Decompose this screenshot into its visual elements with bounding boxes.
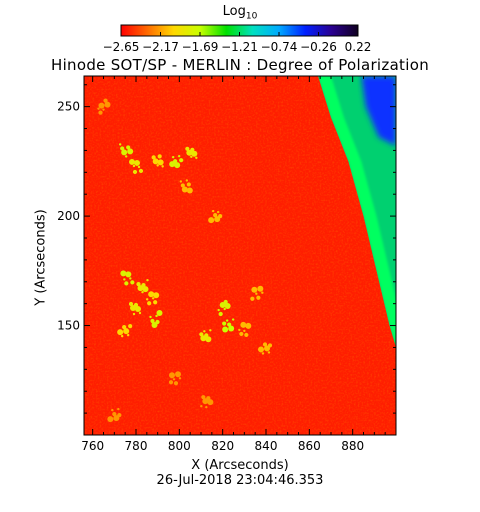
colorbar-label: Log10: [222, 4, 258, 22]
y-tick-label: 150: [57, 319, 80, 333]
x-tick-label: 800: [168, 439, 191, 453]
polarization-feature: [200, 395, 214, 409]
upper-corner-region: [361, 76, 396, 147]
colorbar-tick-label: −2.17: [142, 40, 179, 54]
polarization-feature: [149, 309, 163, 328]
x-tick-label: 820: [211, 439, 234, 453]
colorbar-tick-label: −1.69: [182, 40, 219, 54]
polarization-feature: [107, 407, 122, 423]
chart-title: Hinode SOT/SP - MERLIN : Degree of Polar…: [50, 56, 429, 74]
colorbar-tick-label: −0.26: [300, 40, 337, 54]
polarization-feature: [217, 299, 231, 317]
y-axis-label: Y (Arcseconds): [33, 209, 49, 306]
polarization-feature: [118, 143, 134, 158]
y-tick-label: 200: [57, 209, 80, 223]
polarization-feature: [208, 209, 223, 224]
polarization-feature: [117, 324, 133, 338]
polarization-feature: [179, 179, 193, 194]
polarization-feature: [120, 270, 135, 286]
colorbar-tick-label: −0.74: [261, 40, 298, 54]
polarization-feature: [258, 342, 273, 355]
polarization-feature: [250, 285, 264, 301]
polarization-feature: [136, 278, 149, 294]
x-axis-label: X (Arcseconds): [191, 458, 289, 473]
polarization-feature: [185, 146, 198, 160]
polarization-feature: [128, 301, 142, 316]
colorbar-tick-label: 0.22: [345, 40, 372, 54]
x-tick-label: 880: [341, 439, 364, 453]
polarization-feature: [129, 158, 144, 175]
polarization-feature: [222, 318, 235, 333]
observation-date: 26-Jul-2018 23:04:46.353: [156, 473, 324, 488]
colorbar: −2.65 −2.17 −1.69 −1.21 −0.74 −0.26 0.22: [103, 24, 372, 54]
x-tick-label: 860: [298, 439, 321, 453]
polarization-feature: [151, 154, 164, 168]
polarization-feature: [145, 291, 160, 306]
x-tick-label: 780: [125, 439, 148, 453]
x-tick-label: 840: [255, 439, 278, 453]
polarization-feature: [168, 371, 182, 386]
polarization-feature: [199, 329, 212, 343]
plot-frame: [83, 75, 397, 436]
polarization-features: [97, 98, 273, 423]
polarization-feature: [97, 98, 111, 115]
colorbar-tick-label: −2.65: [103, 40, 140, 54]
polarization-feature: [169, 154, 184, 169]
y-tick-label: 250: [57, 100, 80, 114]
x-tick-label: 760: [81, 439, 104, 453]
polarization-feature: [238, 321, 252, 338]
colorbar-tick-label: −1.21: [221, 40, 258, 54]
